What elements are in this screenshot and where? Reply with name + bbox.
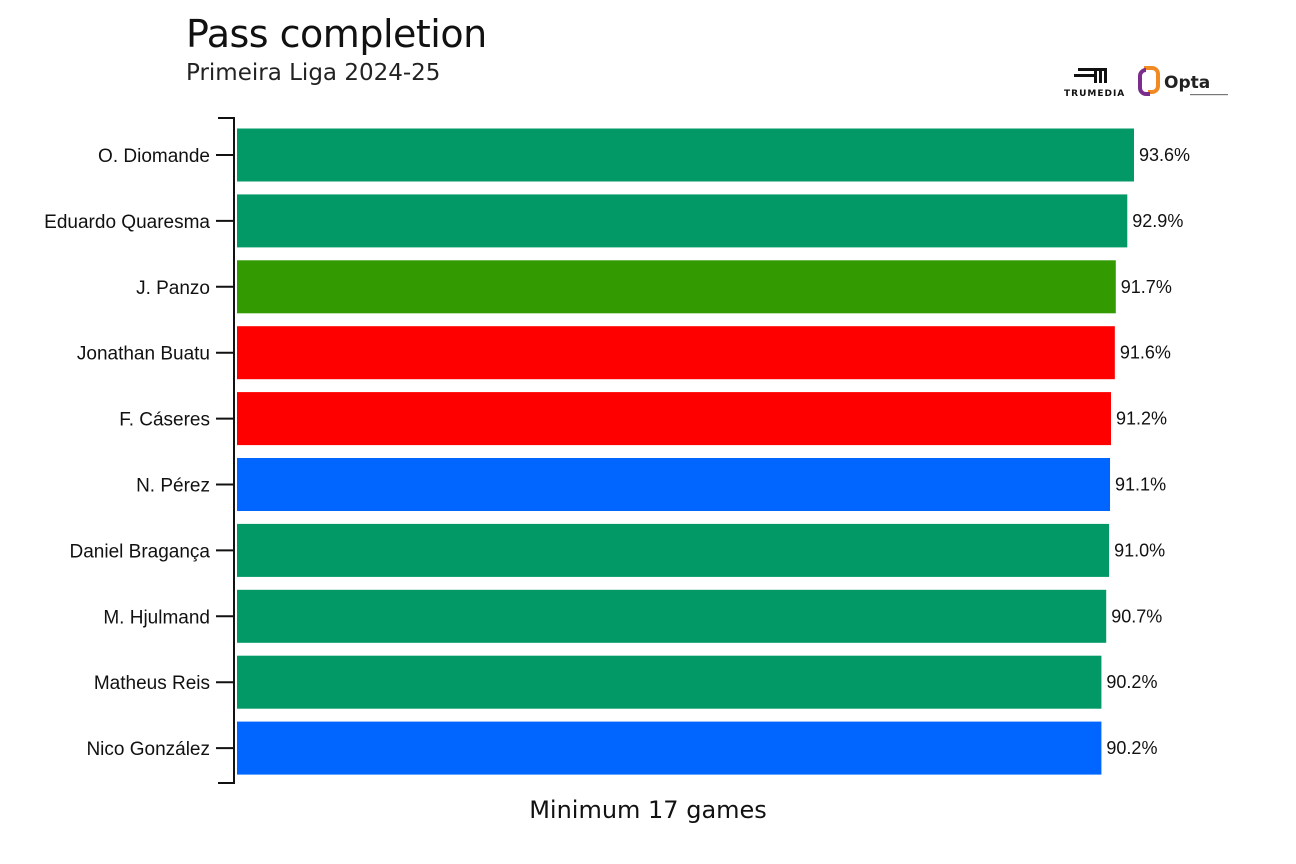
- bar: [237, 194, 1128, 248]
- bar: [237, 589, 1107, 643]
- y-axis: [216, 117, 235, 785]
- value-label: 90.7%: [1111, 606, 1162, 626]
- category-label: Jonathan Buatu: [77, 344, 210, 365]
- value-label: 93.6%: [1139, 145, 1190, 165]
- value-label: 92.9%: [1132, 211, 1183, 231]
- category-label: Daniel Bragança: [70, 541, 211, 562]
- bar: [237, 326, 1115, 380]
- category-label: Nico González: [86, 739, 210, 760]
- category-label: N. Pérez: [136, 476, 210, 497]
- value-labels: 93.6% 92.9% 91.7% 91.6% 91.2% 91.1% 91.0% 90.7%…: [1106, 145, 1190, 758]
- category-label: F. Cáseres: [119, 410, 210, 431]
- value-label: 91.6%: [1120, 343, 1171, 363]
- chart-subtitle: Primeira Liga 2024-25: [186, 60, 441, 86]
- bar: [237, 392, 1111, 446]
- bar: [237, 128, 1134, 182]
- trumedia-logo-text: TRUMEDIA: [1064, 89, 1125, 99]
- bar: [237, 458, 1111, 511]
- category-label: Eduardo Quaresma: [44, 212, 210, 233]
- value-label: 90.2%: [1106, 738, 1157, 758]
- value-label: 90.2%: [1106, 672, 1157, 692]
- bars: [237, 128, 1134, 775]
- category-label: J. Panzo: [136, 278, 210, 299]
- trumedia-logo-icon: TRUMEDIA: [1064, 68, 1125, 99]
- bar: [237, 260, 1116, 314]
- category-labels: O. Diomande Eduardo Quaresma J. Panzo Jonat…: [44, 146, 210, 760]
- value-label: 91.7%: [1121, 277, 1172, 297]
- bar: [237, 721, 1102, 775]
- chart-title: Pass completion: [186, 12, 487, 56]
- bar: [237, 523, 1110, 577]
- value-label: 91.2%: [1116, 409, 1167, 429]
- category-label: Matheus Reis: [94, 673, 210, 694]
- provider-logos: TRUMEDIA Opta: [1064, 66, 1228, 99]
- opta-logo-icon: Opta: [1138, 66, 1228, 96]
- bar: [237, 655, 1102, 709]
- value-label: 91.1%: [1115, 475, 1166, 495]
- opta-logo-text: Opta: [1164, 73, 1210, 93]
- value-label: 91.0%: [1114, 540, 1165, 560]
- category-label: O. Diomande: [98, 146, 210, 167]
- category-label: M. Hjulmand: [103, 607, 210, 628]
- footnote: Minimum 17 games: [529, 796, 767, 824]
